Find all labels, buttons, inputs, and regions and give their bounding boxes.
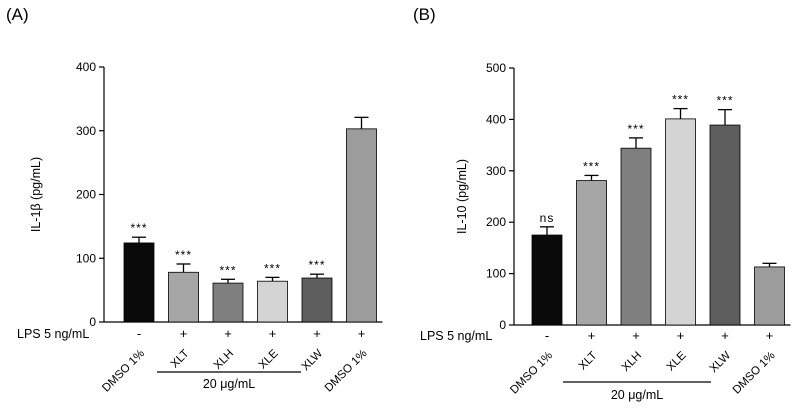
y-tick-label: 200: [486, 215, 506, 229]
category-label: DMSO 1%: [323, 348, 370, 395]
category-label: XLT: [577, 350, 600, 373]
y-tick-label: 500: [486, 61, 506, 75]
category-label: XLE: [665, 349, 689, 373]
category-label: DMSO 1%: [508, 350, 555, 397]
lps-sign: +: [766, 328, 774, 343]
category-label: DMSO 1%: [731, 350, 778, 397]
category-label: XLE: [257, 347, 281, 371]
bar: [665, 118, 696, 326]
lps-sign: -: [137, 326, 141, 341]
y-tick-label: 400: [76, 60, 96, 74]
bar: [168, 271, 199, 323]
bar: [754, 266, 785, 326]
group-label: 20 μg/mL: [611, 388, 663, 402]
significance-label: ***: [175, 248, 192, 262]
significance-label: ***: [672, 93, 689, 107]
significance-label: ***: [583, 159, 600, 173]
bar: [123, 242, 155, 323]
significance-label: ***: [627, 122, 644, 136]
lps-sign: +: [224, 326, 232, 341]
significance-label: ***: [130, 221, 147, 235]
category-label: XLH: [620, 350, 644, 374]
lps-sign: +: [721, 328, 729, 343]
lps-sign: +: [269, 326, 277, 341]
panel-label: (A): [6, 5, 29, 24]
treatment-label: LPS 5 ng/mL: [420, 329, 492, 343]
y-tick-label: 400: [486, 112, 506, 126]
y-tick-label: 100: [486, 267, 506, 281]
significance-label: ***: [219, 263, 236, 277]
bar: [531, 234, 563, 326]
significance-label: ***: [308, 258, 325, 272]
y-axis-label: IL-1β (pg/mL): [29, 157, 43, 232]
y-tick-label: 300: [486, 164, 506, 178]
category-label: DMSO 1%: [100, 348, 147, 395]
lps-sign: +: [358, 326, 366, 341]
y-tick-label: 100: [76, 251, 96, 265]
lps-sign: +: [677, 328, 685, 343]
category-label: XLW: [300, 348, 326, 374]
significance-label: ***: [716, 94, 733, 108]
bar: [301, 277, 333, 323]
panel-a: (A) 0 100 200 300 400 IL-1β (pg/mL) *** - DMSO 1%…: [6, 5, 383, 395]
panel-label: (B): [413, 5, 436, 24]
y-axis-label: IL-10 (pg/mL): [455, 159, 469, 234]
bar: [212, 282, 244, 323]
lps-sign: +: [313, 326, 321, 341]
lps-sign: +: [632, 328, 640, 343]
panel-b: (B) 0 100 200 300 400 500 IL-10 (pg/mL) ns - DMSO …: [413, 5, 791, 402]
bar: [257, 280, 288, 323]
lps-sign: +: [180, 326, 188, 341]
category-label: XLW: [708, 350, 734, 376]
bar: [576, 180, 607, 326]
treatment-label: LPS 5 ng/mL: [17, 327, 89, 341]
significance-label: ns: [540, 211, 555, 225]
significance-label: ***: [264, 261, 281, 275]
y-tick-label: 200: [76, 188, 96, 202]
category-label: XLT: [169, 348, 192, 371]
bar: [620, 147, 652, 326]
bar: [709, 124, 741, 326]
category-label: XLH: [212, 348, 236, 372]
group-label: 20 μg/mL: [203, 377, 255, 391]
y-tick-label: 0: [89, 315, 96, 329]
y-tick-label: 0: [499, 318, 506, 332]
lps-sign: -: [545, 328, 549, 343]
bar: [346, 128, 377, 323]
y-tick-label: 300: [76, 124, 96, 138]
lps-sign: +: [588, 328, 596, 343]
